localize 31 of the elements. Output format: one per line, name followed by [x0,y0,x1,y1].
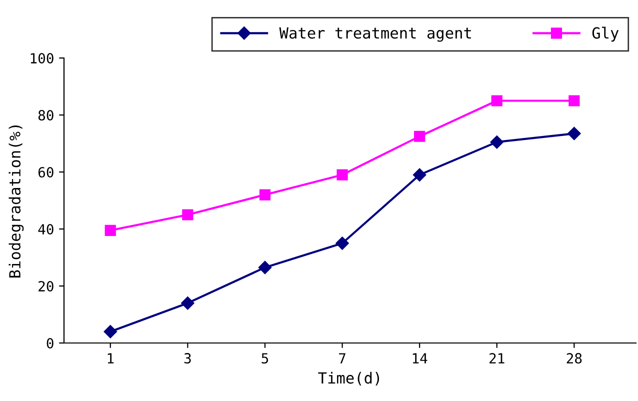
x-tick-label: 3 [184,353,191,364]
x-tick-label: 14 [412,353,428,364]
point [258,260,272,274]
y-tick-label: 60 [38,167,54,178]
y-tick-label: 40 [38,224,54,235]
point [104,325,117,338]
x-tick-label: 1 [108,353,114,364]
y-axis-title: Biodegradation(%) [8,125,24,278]
point [414,130,426,142]
y-tick-label: 0 [46,338,54,349]
point [104,224,116,236]
y-tick-label: 100 [30,53,54,64]
legend-label: Gly [592,26,619,42]
point [336,236,349,250]
point [568,95,580,106]
y-tick-label: 80 [38,110,54,121]
point [336,169,348,180]
x-tick-label: 28 [566,353,582,364]
x-tick-label: 7 [339,353,346,364]
point [412,168,426,182]
point [181,296,194,310]
legend-label: Water treatment agent [279,27,471,42]
x-tick-label: 21 [490,353,504,364]
point [259,189,271,200]
point [568,126,581,140]
point [490,135,504,149]
point [182,209,194,220]
x-tick-label: 5 [262,353,268,364]
point [491,95,502,106]
y-tick-label: 20 [38,281,54,292]
x-axis-title: Time(d) [318,372,380,386]
